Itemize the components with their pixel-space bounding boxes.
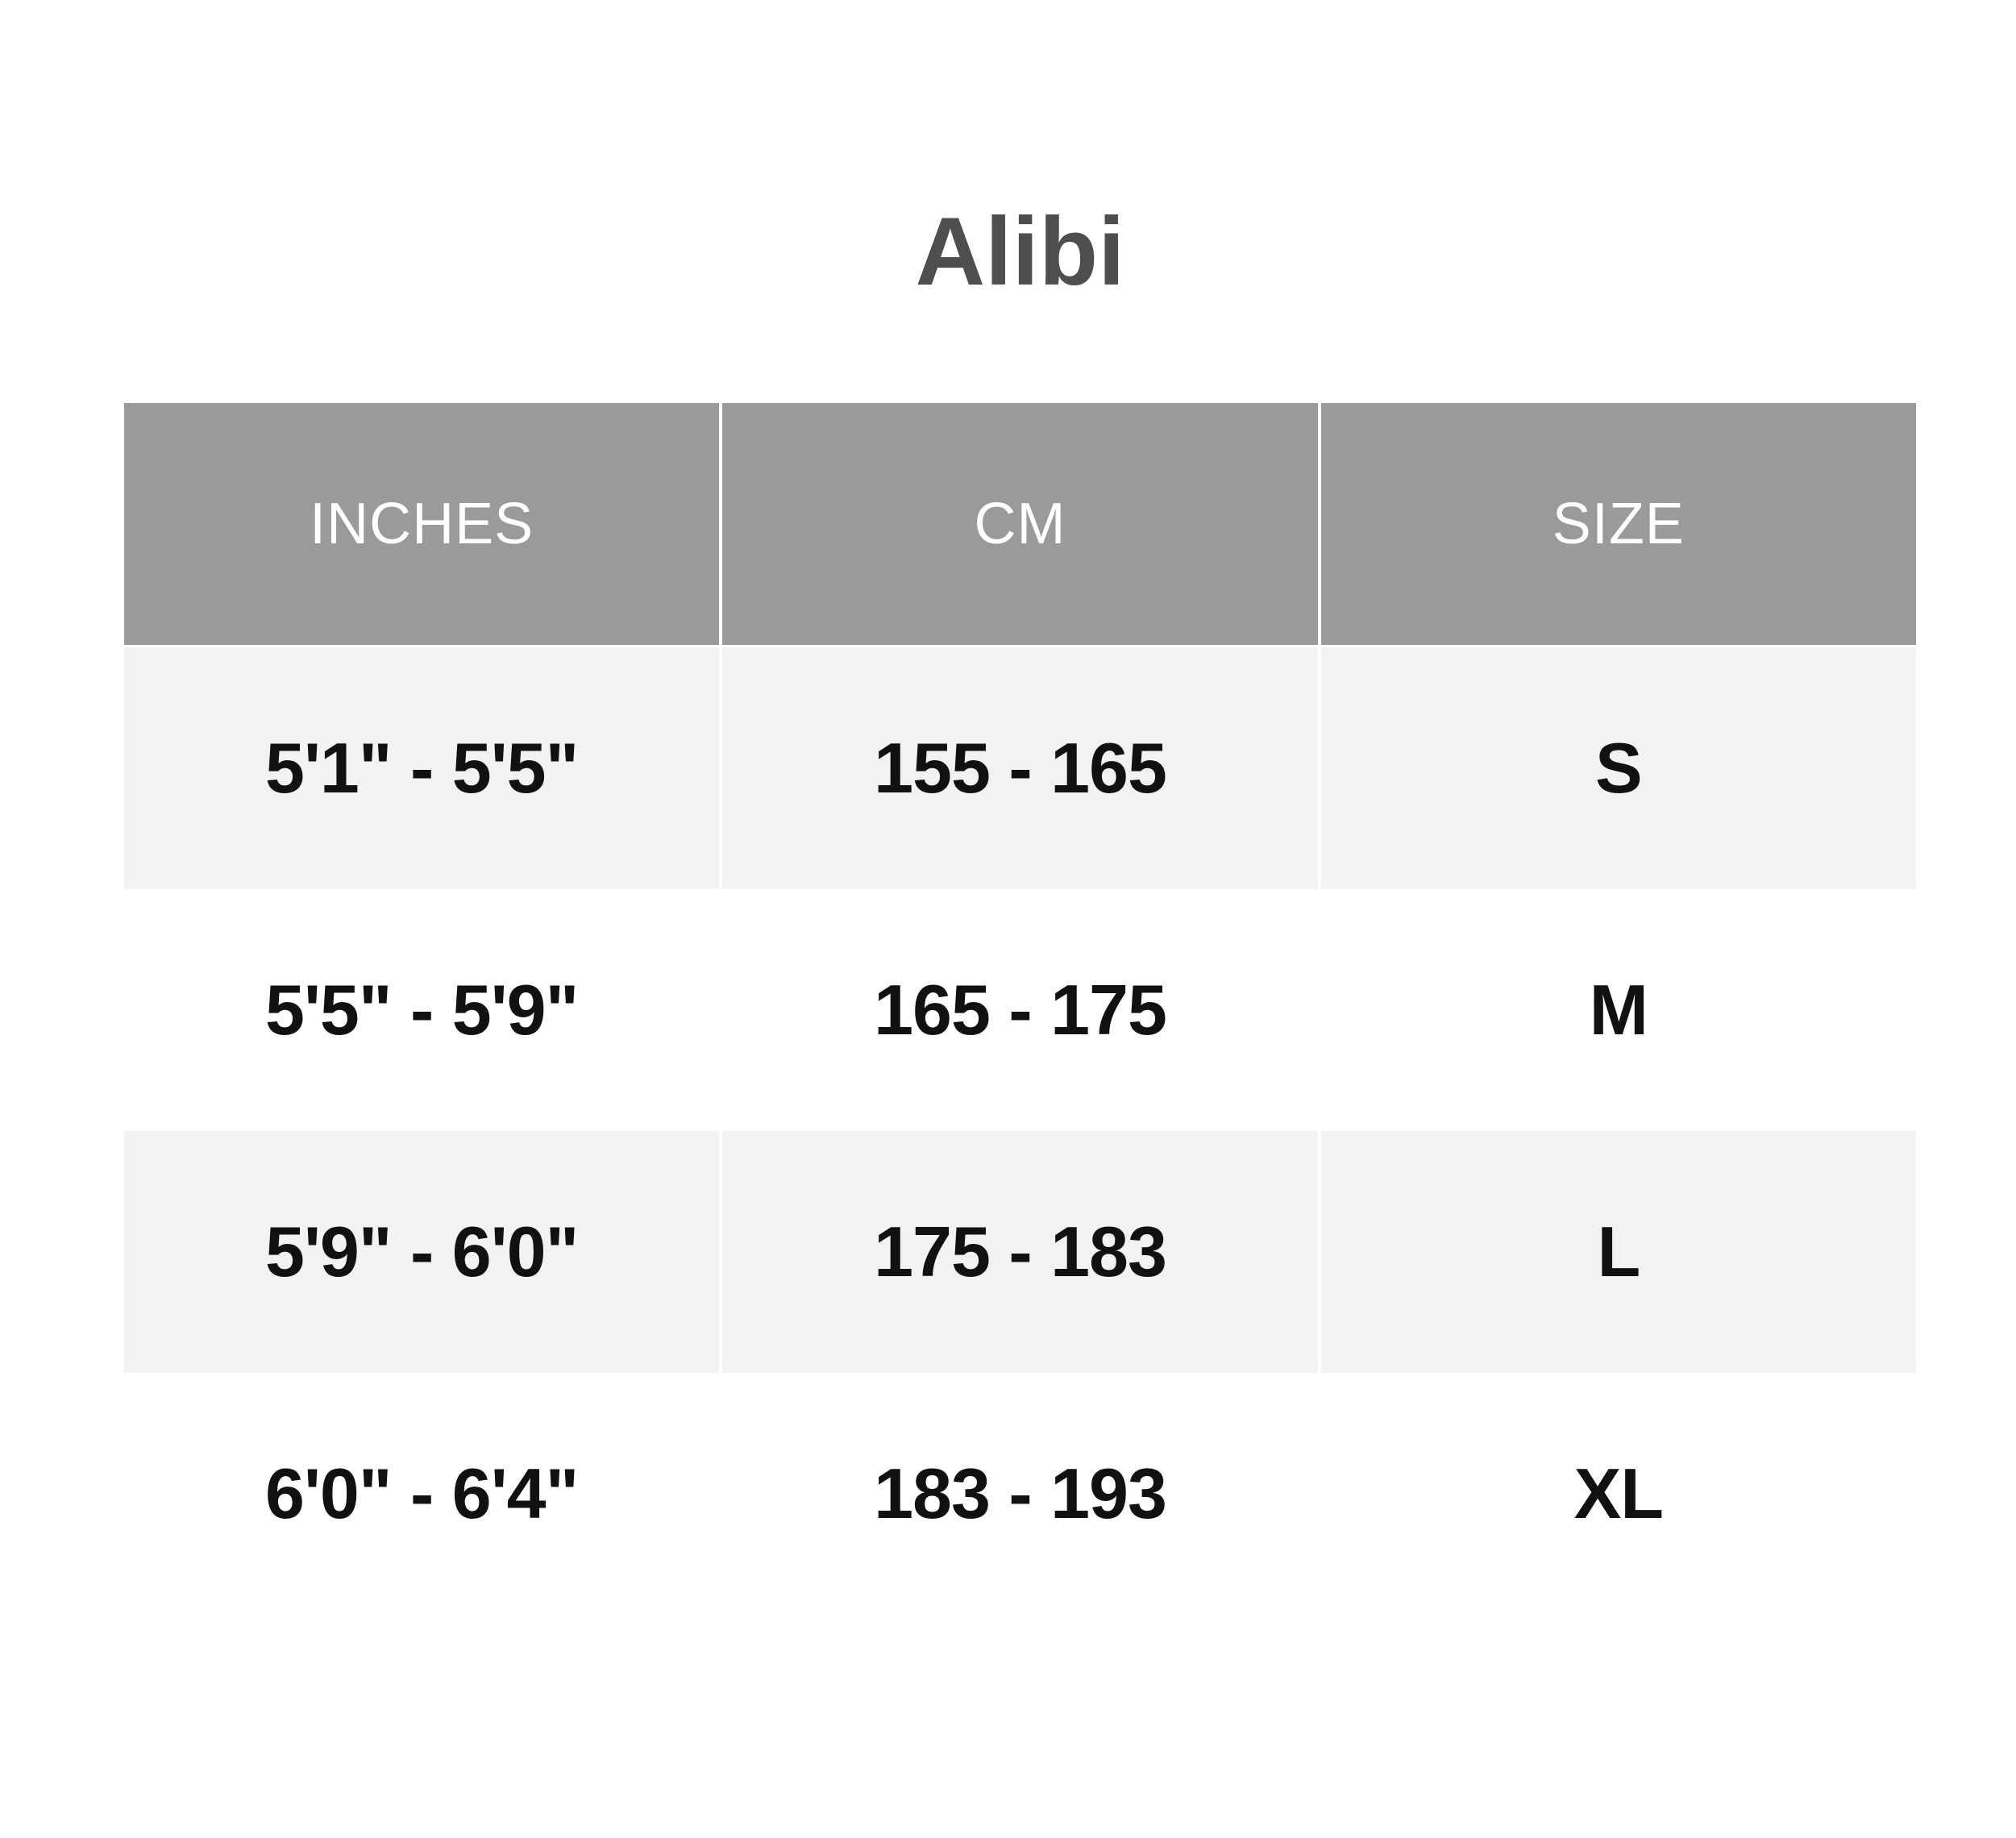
- size-chart-table: INCHES CM SIZE 5'1" - 5'5" 155 - 165 S 5…: [124, 403, 1916, 1615]
- row-s-size-cell: S: [1320, 647, 1916, 889]
- table-row-size-xl: 6'0" - 6'4" 183 - 193 XL: [124, 1373, 1916, 1615]
- row-s-cm-cell: 155 - 165: [722, 647, 1318, 889]
- table-row-size-s: 5'1" - 5'5" 155 - 165 S: [124, 647, 1916, 889]
- row-l-size-cell: L: [1320, 1131, 1916, 1373]
- page-title: Alibi: [915, 198, 1125, 306]
- column-header-inches: INCHES: [124, 403, 720, 645]
- row-xl-cm-cell: 183 - 193: [874, 1453, 1167, 1533]
- table-row-size-l: 5'9" - 6'0" 175 - 183 L: [124, 1131, 1916, 1373]
- row-l-inches-cell: 5'9" - 6'0": [124, 1131, 720, 1373]
- table-header-row: INCHES CM SIZE: [124, 403, 1916, 645]
- row-m-inches-cell: 5'5" - 5'9": [265, 970, 579, 1050]
- row-xl-size-cell: XL: [1573, 1453, 1664, 1533]
- row-l-cm-cell: 175 - 183: [722, 1131, 1318, 1373]
- row-m-cm-cell: 165 - 175: [874, 970, 1167, 1050]
- row-xl-inches-cell: 6'0" - 6'4": [265, 1453, 579, 1533]
- column-header-cm: CM: [722, 403, 1318, 645]
- table-row-size-m: 5'5" - 5'9" 165 - 175 M: [124, 889, 1916, 1131]
- row-s-inches-cell: 5'1" - 5'5": [124, 647, 720, 889]
- column-header-size: SIZE: [1320, 403, 1916, 645]
- row-m-size-cell: M: [1589, 970, 1648, 1050]
